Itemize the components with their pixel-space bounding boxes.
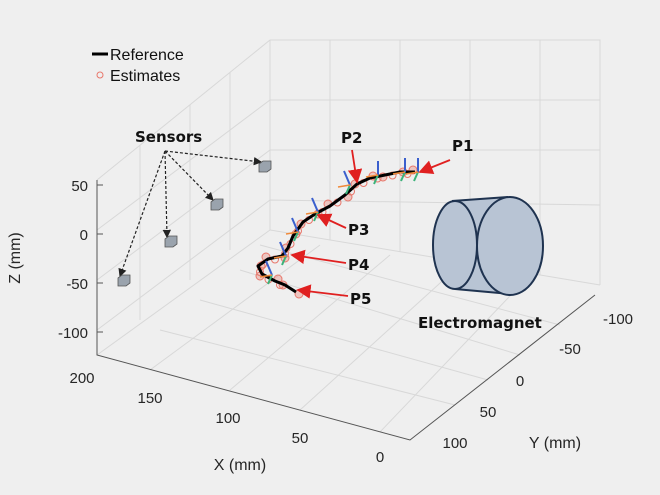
orientation-y-axis: [345, 184, 351, 195]
sensor-pointer: [164, 150, 263, 166]
legend-circle-icon: [96, 71, 104, 79]
label-p2: P2: [341, 129, 362, 147]
sensor-pointer: [118, 150, 166, 278]
axes-lines: [96, 180, 596, 441]
arrow-p1: [418, 159, 451, 175]
legend-estimates: Estimates: [110, 68, 180, 85]
label-p3: P3: [348, 221, 369, 239]
label-p4: P4: [348, 256, 369, 274]
reference-line: [256, 170, 415, 294]
z-tick-label: 0: [80, 227, 88, 244]
x-axis-label: X (mm): [214, 457, 266, 474]
orientation-z-axis: [279, 241, 287, 257]
sensor-pointer: [162, 150, 172, 239]
arrow-p4: [290, 249, 347, 264]
z-tick-label: -50: [66, 276, 88, 293]
arrow-p2: [347, 149, 363, 184]
x-tick-label: 150: [137, 390, 162, 407]
orientation-x-axis: [337, 184, 351, 188]
label-p5: P5: [350, 290, 371, 308]
orientation-y-axis: [267, 274, 273, 285]
orientation-x-axis: [365, 174, 379, 178]
x-tick-label: 0: [376, 449, 384, 466]
orientation-y-axis: [313, 211, 319, 222]
sensors-label: Sensors: [135, 128, 202, 146]
arrow-p3: [316, 213, 347, 229]
orientation-x-axis: [259, 274, 273, 278]
orientation-x-axis: [392, 171, 406, 175]
electromagnet-label: Electromagnet: [418, 314, 542, 332]
x-tick-label: 200: [69, 370, 94, 387]
orientation-y-axis: [413, 171, 419, 182]
y-tick-label: -100: [603, 311, 633, 328]
y-tick-label: -50: [559, 341, 581, 358]
x-tick-label: 100: [215, 410, 240, 427]
y-tick-label: 100: [442, 435, 467, 452]
orientation-y-axis: [293, 231, 299, 242]
orientation-y-axis: [373, 174, 379, 185]
x-tick-label: 50: [292, 430, 309, 447]
orientation-x-axis: [405, 171, 419, 175]
electromagnet: [432, 196, 544, 296]
z-tick-label: 50: [71, 178, 88, 195]
orientation-z-axis: [291, 217, 299, 233]
orientation-y-axis: [400, 171, 406, 182]
sensor-cube-icon: [117, 274, 131, 287]
sensor-pointer: [164, 150, 214, 201]
orientation-x-axis: [305, 211, 319, 215]
orientation-y-axis: [281, 255, 287, 266]
orientation-z-axis: [343, 170, 351, 186]
orientation-x-axis: [285, 231, 299, 235]
orientation-z-axis: [265, 260, 273, 276]
sensor-cube-icon: [164, 235, 178, 248]
sensor-cube-icon: [210, 198, 224, 211]
legend-reference: Reference: [110, 47, 184, 64]
y-tick-label: 0: [516, 373, 524, 390]
orientation-x-axis: [273, 255, 287, 259]
y-axis-label: Y (mm): [529, 435, 581, 452]
label-p1: P1: [452, 137, 473, 155]
z-tick-label: -100: [58, 325, 88, 342]
arrow-p5: [296, 284, 349, 299]
sensor-cube-icon: [258, 160, 272, 173]
grid: [96, 39, 601, 433]
trajectory: [255, 158, 419, 299]
y-tick-label: 50: [480, 404, 497, 421]
orientation-z-axis: [311, 197, 319, 213]
legend: Reference Estimates: [92, 47, 184, 85]
z-axis-label: Z (mm): [7, 232, 24, 284]
